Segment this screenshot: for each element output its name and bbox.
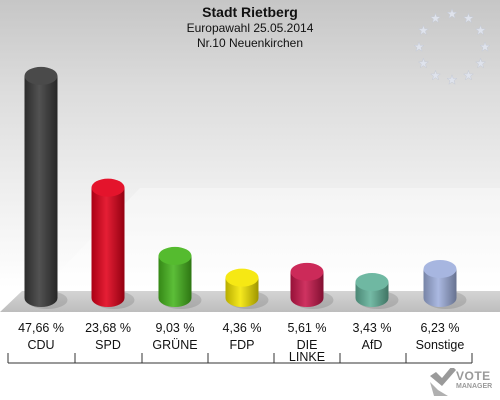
category-label: SPD	[95, 338, 121, 352]
bar-spd	[91, 178, 135, 309]
eu-star	[462, 69, 475, 81]
bar-body	[423, 268, 457, 307]
eu-star	[462, 12, 475, 24]
category-label: Sonstige	[416, 338, 465, 352]
bar-top	[423, 259, 457, 278]
chart-subtitle-election: Europawahl 25.05.2014	[186, 21, 314, 35]
chart-subtitle-district: Nr.10 Neuenkirchen	[196, 36, 304, 50]
eu-star	[429, 12, 442, 24]
eu-star	[474, 24, 487, 36]
bars-group	[24, 66, 467, 309]
watermark-line1: VOTE	[456, 369, 491, 383]
watermark-line2: MANAGER	[456, 383, 493, 390]
bar-cdu	[24, 66, 68, 309]
category-label: FDP	[230, 338, 255, 352]
labels-group: 47,66 % 23,68 % 9,03 % 4,36 % 5,61 % 3,43 % 6,…	[18, 321, 464, 364]
eu-stars-icon	[413, 8, 491, 85]
bar-top	[24, 66, 58, 85]
eu-star	[474, 57, 487, 69]
bar-top	[355, 273, 389, 292]
category-label: CDU	[27, 338, 54, 352]
bar-die-linke	[290, 262, 334, 309]
eu-star	[446, 8, 458, 19]
bar-top	[290, 262, 324, 281]
value-label: 5,61 %	[288, 321, 327, 335]
value-label: 6,23 %	[421, 321, 460, 335]
bar-body	[91, 187, 125, 307]
bar-top	[158, 246, 192, 265]
value-label: 47,66 %	[18, 321, 64, 335]
value-label: 3,43 %	[353, 321, 392, 335]
bar-afd	[355, 273, 399, 309]
bar-body	[290, 271, 324, 307]
bar-top	[91, 178, 125, 197]
eu-star	[417, 57, 430, 69]
bar-body	[158, 255, 192, 307]
eu-star	[479, 41, 491, 52]
bar-sonstige	[423, 259, 467, 309]
category-label: DIE	[297, 338, 318, 352]
category-label: GRÜNE	[152, 338, 197, 352]
bar-body	[24, 75, 58, 307]
bar-grüne	[158, 246, 202, 309]
bar-top	[225, 268, 259, 287]
chart-title: Stadt Rietberg	[202, 4, 298, 20]
bar-fdp	[225, 268, 269, 309]
chart-header: Stadt Rietberg Europawahl 25.05.2014 Nr.…	[0, 4, 500, 51]
category-label: AfD	[362, 338, 383, 352]
eu-star	[446, 74, 458, 85]
category-axis	[7, 353, 473, 364]
value-label: 9,03 %	[156, 321, 195, 335]
vote-manager-logo-icon	[430, 368, 456, 396]
eu-star	[417, 24, 430, 36]
eu-star	[429, 69, 442, 81]
value-label: 4,36 %	[223, 321, 262, 335]
eu-star	[413, 41, 425, 52]
category-label: LINKE	[289, 350, 325, 364]
value-label: 23,68 %	[85, 321, 131, 335]
